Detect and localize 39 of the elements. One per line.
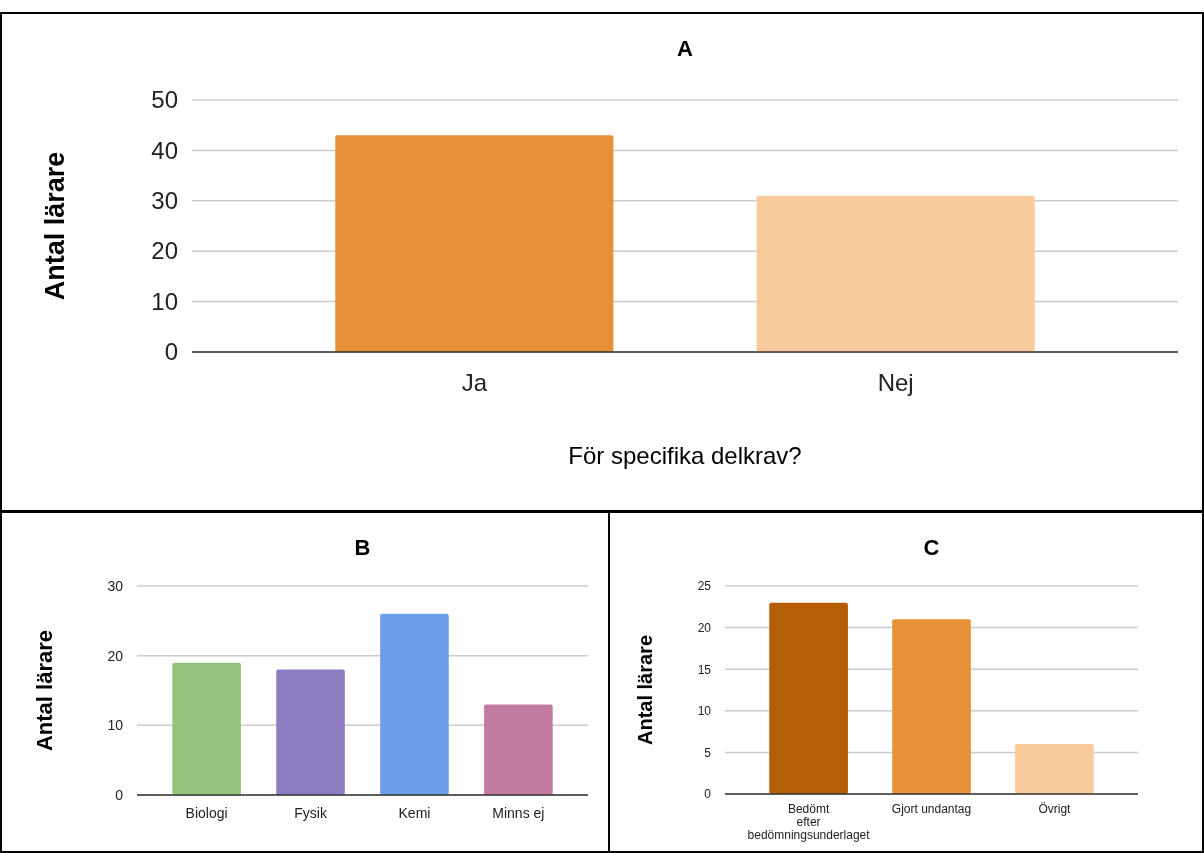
y-tick-label: 20	[151, 237, 178, 265]
y-tick-label: 30	[151, 186, 178, 214]
y-tick-label: 15	[697, 662, 712, 677]
chart-title: A	[677, 36, 694, 61]
y-tick-label: 5	[704, 745, 712, 760]
bar	[769, 602, 848, 794]
y-tick-label: 25	[697, 579, 712, 594]
x-tick-label: Gjort undantag	[891, 802, 972, 817]
y-tick-label: 10	[151, 287, 178, 315]
x-tick-label: Nej	[877, 368, 914, 396]
bar	[1015, 744, 1094, 794]
x-tick-label: Biologi	[185, 804, 228, 821]
bar	[172, 662, 241, 795]
y-axis-title: Antal lärare	[40, 151, 70, 301]
y-axis-title: Antal lärare	[32, 629, 57, 752]
y-tick-label: 0	[164, 338, 178, 366]
y-tick-label: 50	[151, 86, 178, 114]
chart-title: B	[354, 535, 371, 560]
x-tick-label: Minns ej	[492, 804, 545, 821]
y-tick-label: 30	[107, 577, 124, 594]
y-tick-label: 40	[151, 136, 178, 164]
y-tick-label: 10	[107, 717, 124, 734]
x-tick-label: Övrigt	[1038, 802, 1072, 817]
y-axis-title: Antal lärare	[634, 634, 656, 746]
bar	[276, 669, 345, 795]
bar	[892, 619, 971, 794]
x-tick-label: Fysik	[294, 804, 328, 821]
x-tick-label: Bedömt efter bedömningsunderlaget	[747, 802, 871, 842]
y-tick-label: 20	[697, 620, 712, 635]
y-tick-label: 20	[107, 647, 124, 664]
x-axis-title: För specifika delkrav?	[568, 442, 802, 469]
bar	[380, 613, 449, 795]
chart-title: C	[923, 535, 940, 560]
x-tick-label: Kemi	[398, 804, 431, 821]
y-tick-label: 0	[115, 786, 124, 803]
bar	[484, 704, 553, 795]
y-tick-label: 0	[704, 787, 712, 802]
x-tick-label: Ja	[461, 368, 488, 396]
y-tick-label: 10	[697, 704, 712, 719]
